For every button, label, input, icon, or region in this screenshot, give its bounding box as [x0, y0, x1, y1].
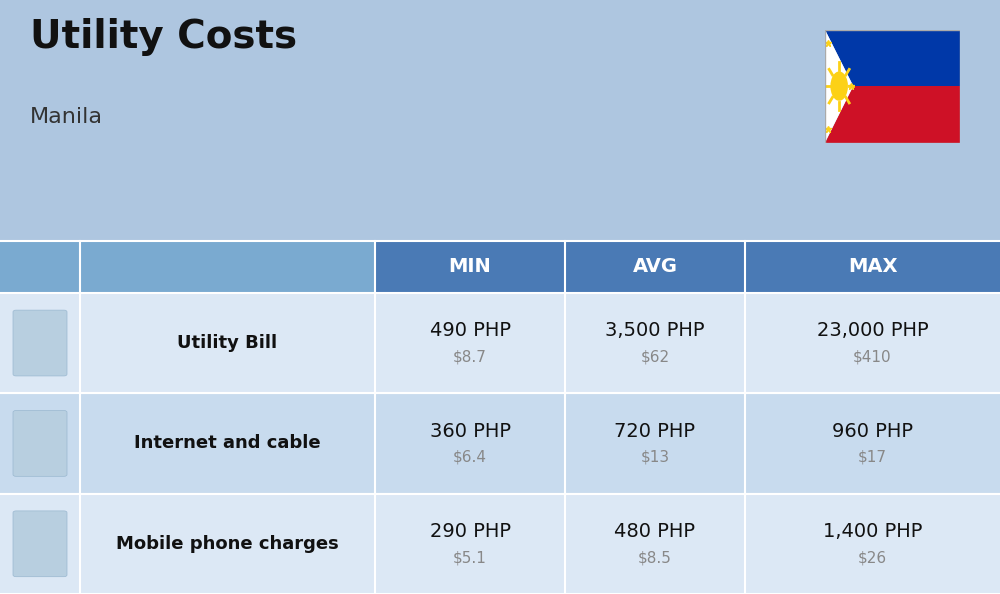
Text: $410: $410: [853, 350, 892, 365]
Circle shape: [830, 71, 848, 101]
FancyBboxPatch shape: [0, 293, 1000, 393]
Text: $5.1: $5.1: [453, 551, 487, 565]
FancyBboxPatch shape: [13, 310, 67, 376]
FancyBboxPatch shape: [0, 241, 375, 293]
Text: $6.4: $6.4: [453, 450, 487, 465]
FancyBboxPatch shape: [0, 241, 1000, 293]
Text: 23,000 PHP: 23,000 PHP: [817, 321, 928, 340]
Polygon shape: [825, 30, 960, 86]
Text: $26: $26: [858, 551, 887, 565]
FancyBboxPatch shape: [0, 393, 1000, 494]
FancyBboxPatch shape: [0, 494, 1000, 594]
Text: $62: $62: [640, 350, 670, 365]
Text: Mobile phone charges: Mobile phone charges: [116, 535, 339, 553]
FancyBboxPatch shape: [13, 410, 67, 476]
Text: 490 PHP: 490 PHP: [430, 321, 511, 340]
Polygon shape: [825, 86, 960, 143]
Text: $8.5: $8.5: [638, 551, 672, 565]
Polygon shape: [825, 30, 853, 143]
Text: Utility Costs: Utility Costs: [30, 18, 297, 56]
Text: 1,400 PHP: 1,400 PHP: [823, 522, 922, 541]
Text: MAX: MAX: [848, 257, 897, 276]
Text: Manila: Manila: [30, 107, 103, 127]
Text: Internet and cable: Internet and cable: [134, 434, 321, 453]
Text: 3,500 PHP: 3,500 PHP: [605, 321, 705, 340]
Text: MIN: MIN: [449, 257, 491, 276]
Text: $8.7: $8.7: [453, 350, 487, 365]
Text: 480 PHP: 480 PHP: [614, 522, 696, 541]
Text: $17: $17: [858, 450, 887, 465]
Text: $13: $13: [640, 450, 670, 465]
Text: 290 PHP: 290 PHP: [430, 522, 511, 541]
Text: 360 PHP: 360 PHP: [430, 422, 511, 441]
Text: 960 PHP: 960 PHP: [832, 422, 913, 441]
Text: Utility Bill: Utility Bill: [177, 334, 278, 352]
Text: 720 PHP: 720 PHP: [614, 422, 696, 441]
Text: AVG: AVG: [633, 257, 678, 276]
FancyBboxPatch shape: [13, 511, 67, 577]
